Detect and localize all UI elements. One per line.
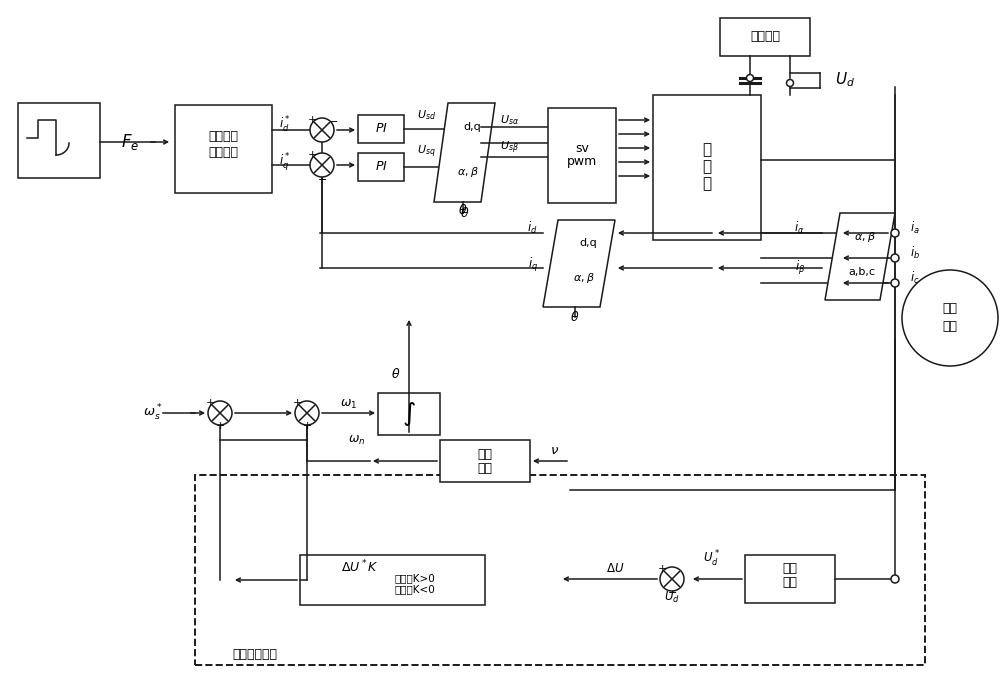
Text: $\theta$: $\theta$ <box>458 203 468 217</box>
Text: d,q: d,q <box>579 238 597 248</box>
Text: $\Delta U$: $\Delta U$ <box>606 563 624 576</box>
Text: 器: 器 <box>702 176 712 191</box>
Text: $i_d^*$: $i_d^*$ <box>279 115 291 135</box>
Text: +: + <box>307 150 317 160</box>
Text: $i_\beta$: $i_\beta$ <box>795 259 805 277</box>
Bar <box>720 18 810 56</box>
Text: 电机: 电机 <box>942 319 958 332</box>
Bar <box>440 440 530 482</box>
Text: 逆: 逆 <box>702 142 712 157</box>
Circle shape <box>891 279 899 287</box>
Text: $\alpha,\beta$: $\alpha,\beta$ <box>457 165 479 179</box>
Circle shape <box>902 270 998 366</box>
Text: $\theta$: $\theta$ <box>391 367 400 381</box>
Text: $\omega_1$: $\omega_1$ <box>340 397 357 411</box>
Text: d,q: d,q <box>463 122 481 132</box>
Text: 转速: 转速 <box>478 449 492 462</box>
Polygon shape <box>434 103 495 202</box>
Text: 牵引时K>0: 牵引时K>0 <box>395 573 435 583</box>
Bar <box>175 105 272 193</box>
Text: $i_q^*$: $i_q^*$ <box>279 151 291 173</box>
Text: $U_d$: $U_d$ <box>664 589 680 605</box>
Text: $\nu$: $\nu$ <box>550 445 559 458</box>
Text: sv: sv <box>575 142 589 155</box>
Text: 计算: 计算 <box>478 462 492 475</box>
Text: 给定计算: 给定计算 <box>208 146 238 159</box>
Text: $-$: $-$ <box>317 173 327 183</box>
Text: $PI$: $PI$ <box>375 123 387 136</box>
Text: $\omega_n$: $\omega_n$ <box>348 433 365 447</box>
Text: $i_c$: $i_c$ <box>910 270 920 286</box>
Circle shape <box>660 567 684 591</box>
Text: $U_{sq}$: $U_{sq}$ <box>417 144 436 160</box>
Circle shape <box>786 79 794 87</box>
Text: 震荡抑制环节: 震荡抑制环节 <box>232 648 278 662</box>
Text: +: + <box>215 421 225 431</box>
Polygon shape <box>543 220 615 307</box>
Text: a,b,c: a,b,c <box>848 267 876 277</box>
Text: $\int$: $\int$ <box>402 400 416 428</box>
Text: +: + <box>205 398 215 408</box>
Text: $\Delta U^*K$: $\Delta U^*K$ <box>341 559 379 576</box>
Circle shape <box>310 153 334 177</box>
Bar <box>18 103 100 178</box>
Text: 制动时K<0: 制动时K<0 <box>395 584 435 594</box>
Text: $\omega_s^*$: $\omega_s^*$ <box>143 403 163 423</box>
Text: 矢量控制: 矢量控制 <box>208 130 238 144</box>
Bar <box>653 95 761 240</box>
Bar <box>300 555 485 605</box>
Circle shape <box>891 254 899 262</box>
Text: $U_d^*$: $U_d^*$ <box>703 549 720 569</box>
Text: +: + <box>657 564 667 574</box>
Text: $i_q$: $i_q$ <box>528 256 538 274</box>
Text: $F_e$: $F_e$ <box>121 132 139 152</box>
Bar <box>378 393 440 435</box>
Text: 变: 变 <box>702 159 712 174</box>
Circle shape <box>310 118 334 142</box>
Text: $-$: $-$ <box>328 115 338 125</box>
Text: 单元: 单元 <box>782 576 798 589</box>
Text: $U_{sd}$: $U_{sd}$ <box>417 108 436 122</box>
Circle shape <box>891 575 899 583</box>
Text: $U_{s\beta}$: $U_{s\beta}$ <box>500 140 519 156</box>
Text: $\theta$: $\theta$ <box>460 206 470 220</box>
Bar <box>358 153 404 181</box>
Text: +: + <box>307 115 317 125</box>
Text: $\alpha,\beta$: $\alpha,\beta$ <box>854 230 876 244</box>
Text: $\alpha,\beta$: $\alpha,\beta$ <box>573 271 595 285</box>
Text: $-$: $-$ <box>667 586 677 596</box>
Text: $i_\alpha$: $i_\alpha$ <box>794 220 805 236</box>
Circle shape <box>891 229 899 237</box>
Circle shape <box>208 401 232 425</box>
Text: $U_d$: $U_d$ <box>835 71 855 89</box>
Text: +: + <box>292 398 302 408</box>
Bar <box>548 108 616 203</box>
Polygon shape <box>825 213 895 300</box>
Text: $U_{s\alpha}$: $U_{s\alpha}$ <box>500 113 519 127</box>
Text: $\theta$: $\theta$ <box>570 310 580 324</box>
Circle shape <box>746 75 754 81</box>
Bar <box>195 475 925 665</box>
Text: $i_a$: $i_a$ <box>910 220 920 236</box>
Text: $i_b$: $i_b$ <box>910 245 920 261</box>
Bar <box>358 115 404 143</box>
Bar <box>745 555 835 603</box>
Text: 直线: 直线 <box>942 302 958 315</box>
Circle shape <box>295 401 319 425</box>
Text: +: + <box>302 421 312 431</box>
Text: $PI$: $PI$ <box>375 161 387 174</box>
Text: $i_d$: $i_d$ <box>527 220 538 236</box>
Text: pwm: pwm <box>567 155 597 169</box>
Text: 直流电源: 直流电源 <box>750 31 780 43</box>
Text: 滤波: 滤波 <box>782 561 798 574</box>
